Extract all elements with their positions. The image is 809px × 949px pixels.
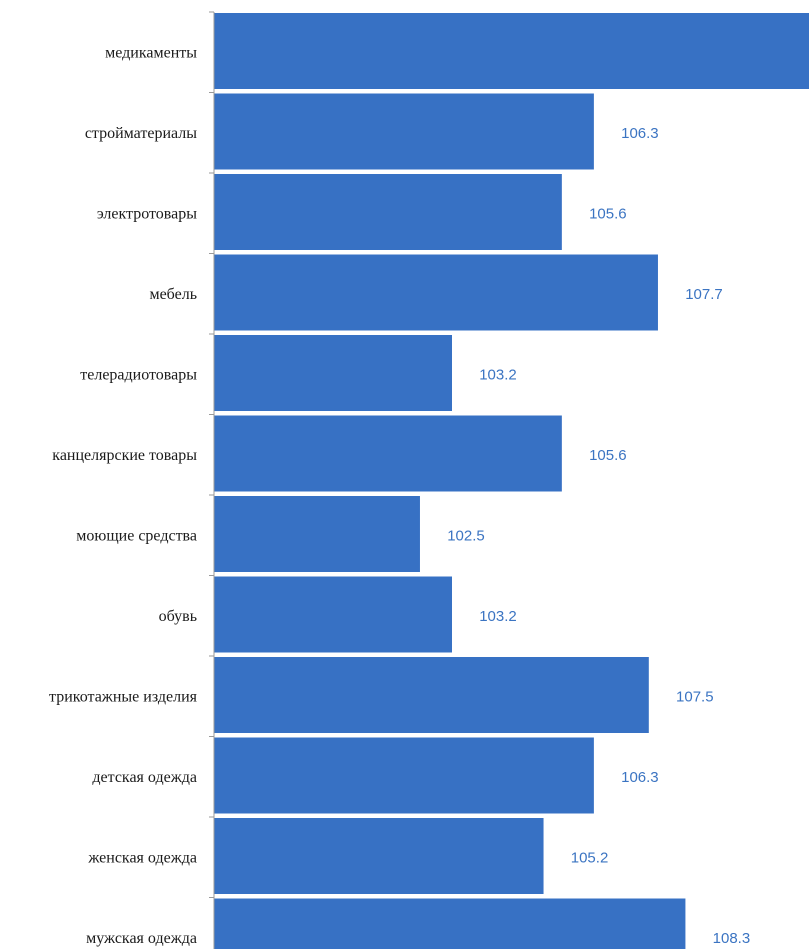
data-label: 108.3: [713, 930, 751, 947]
bars-layer: [214, 13, 809, 949]
data-label: 107.7: [685, 286, 723, 303]
category-label: канцелярские товары: [52, 447, 197, 464]
bar-9: [214, 737, 594, 814]
data-label: 107.5: [676, 688, 714, 705]
data-label: 102.5: [447, 527, 485, 544]
category-label: моющие средства: [76, 527, 197, 544]
bar-5: [214, 415, 562, 492]
bar-2: [214, 174, 562, 250]
category-axis: [209, 11, 215, 949]
bar-6: [214, 496, 420, 572]
category-label: детская одежда: [92, 769, 197, 786]
data-label: 105.6: [589, 447, 627, 464]
bar-8: [214, 657, 649, 733]
bar-10: [214, 818, 544, 894]
bar-11: [214, 898, 686, 949]
category-label: электротовары: [97, 205, 197, 222]
category-label: мебель: [149, 286, 197, 303]
category-label: телерадиотовары: [80, 366, 197, 383]
category-label: медикаменты: [105, 44, 197, 61]
category-label: трикотажные изделия: [49, 688, 198, 705]
bar-7: [214, 576, 452, 653]
data-label: 103.2: [479, 608, 517, 625]
data-label: 105.6: [589, 205, 627, 222]
bar-1: [214, 93, 594, 170]
data-labels: 106.3 105.6 107.7 103.2 105.6 102.5 103.2 107.5…: [447, 125, 750, 947]
category-labels: медикаменты стройматериалы электротовары ме…: [49, 44, 198, 947]
category-label: мужская одежда: [86, 930, 197, 947]
bar-0: [214, 13, 809, 89]
category-label: женская одежда: [87, 849, 197, 866]
bar-4: [214, 335, 452, 411]
data-label: 106.3: [621, 769, 659, 786]
data-label: 105.2: [571, 849, 609, 866]
bar-3: [214, 254, 658, 331]
data-label: 103.2: [479, 366, 517, 383]
category-label: обувь: [159, 608, 197, 625]
data-label: 106.3: [621, 125, 659, 142]
category-label: стройматериалы: [85, 125, 197, 142]
